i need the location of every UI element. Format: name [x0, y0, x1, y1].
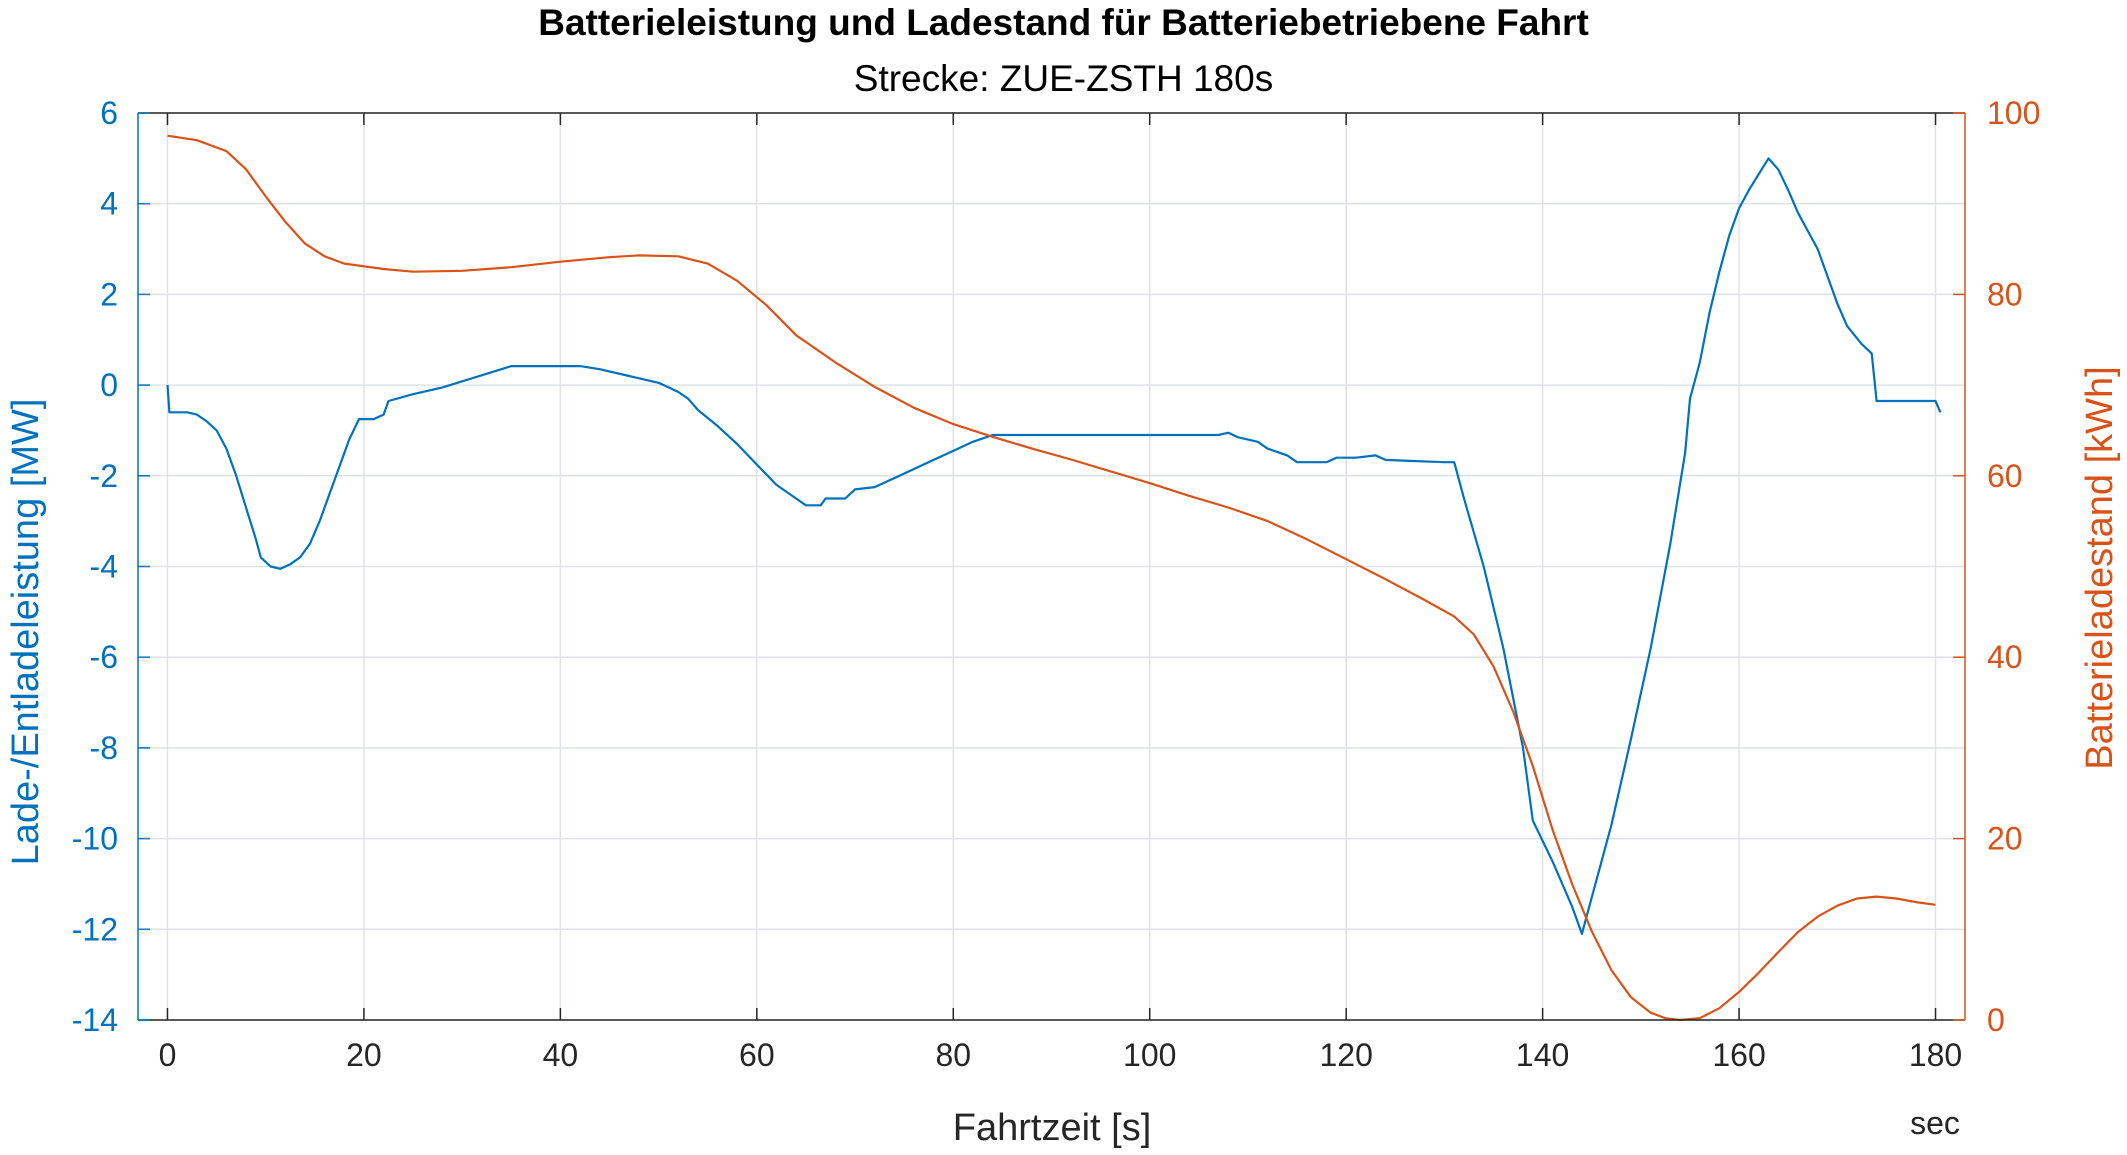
x-axis-label: Fahrtzeit [s] — [953, 1107, 1152, 1149]
grid-layer — [138, 112, 1965, 1021]
right-y-tick-label: 60 — [1987, 458, 2023, 494]
x-tick-label: 180 — [1909, 1037, 1962, 1073]
x-tick-label: 20 — [346, 1037, 382, 1073]
ticks-layer: 0 20 40 60 80 100 120 140 160 1806420-2-4-6-8-10-… — [72, 95, 2041, 1073]
x-tick-label: 80 — [935, 1037, 971, 1073]
right-y-axis-label: Batterieladestand [kWh] — [2079, 366, 2121, 769]
left-y-tick-label: 6 — [100, 95, 118, 131]
left-y-tick-label: -10 — [72, 821, 118, 857]
x-axis-unit-label: sec — [1910, 1105, 1960, 1141]
chart-title: Batterieleistung und Ladestand für Batte… — [538, 2, 1589, 43]
x-tick-label: 100 — [1123, 1037, 1176, 1073]
left-y-axis-label: Lade-/Entladeleistung [MW] — [5, 399, 47, 866]
chart-subtitle: Strecke: ZUE-ZSTH 180s — [853, 58, 1274, 99]
right-y-tick-label: 100 — [1987, 95, 2040, 131]
left-y-tick-label: -2 — [90, 458, 118, 494]
left-y-tick-label: -6 — [90, 639, 118, 675]
right-y-tick-label: 80 — [1987, 276, 2023, 312]
charge-series-line — [167, 134, 1936, 1022]
x-tick-label: 160 — [1712, 1037, 1765, 1073]
right-y-tick-label: 40 — [1987, 639, 2023, 675]
left-y-tick-label: -8 — [90, 730, 118, 766]
left-y-tick-label: -14 — [72, 1002, 118, 1038]
x-tick-label: 0 — [159, 1037, 177, 1073]
left-y-tick-label: 0 — [100, 367, 118, 403]
power-series-line — [166, 157, 1942, 935]
left-y-tick-label: -4 — [90, 549, 118, 585]
x-tick-label: 40 — [543, 1037, 579, 1073]
x-tick-label: 140 — [1516, 1037, 1569, 1073]
left-y-tick-label: 4 — [100, 186, 118, 222]
x-tick-label: 60 — [739, 1037, 775, 1073]
right-y-tick-label: 20 — [1987, 821, 2023, 857]
left-y-tick-label: 2 — [100, 276, 118, 312]
series-layer — [166, 134, 1942, 1022]
right-y-tick-label: 0 — [1987, 1002, 2005, 1038]
left-y-tick-label: -12 — [72, 911, 118, 947]
x-tick-label: 120 — [1319, 1037, 1372, 1073]
